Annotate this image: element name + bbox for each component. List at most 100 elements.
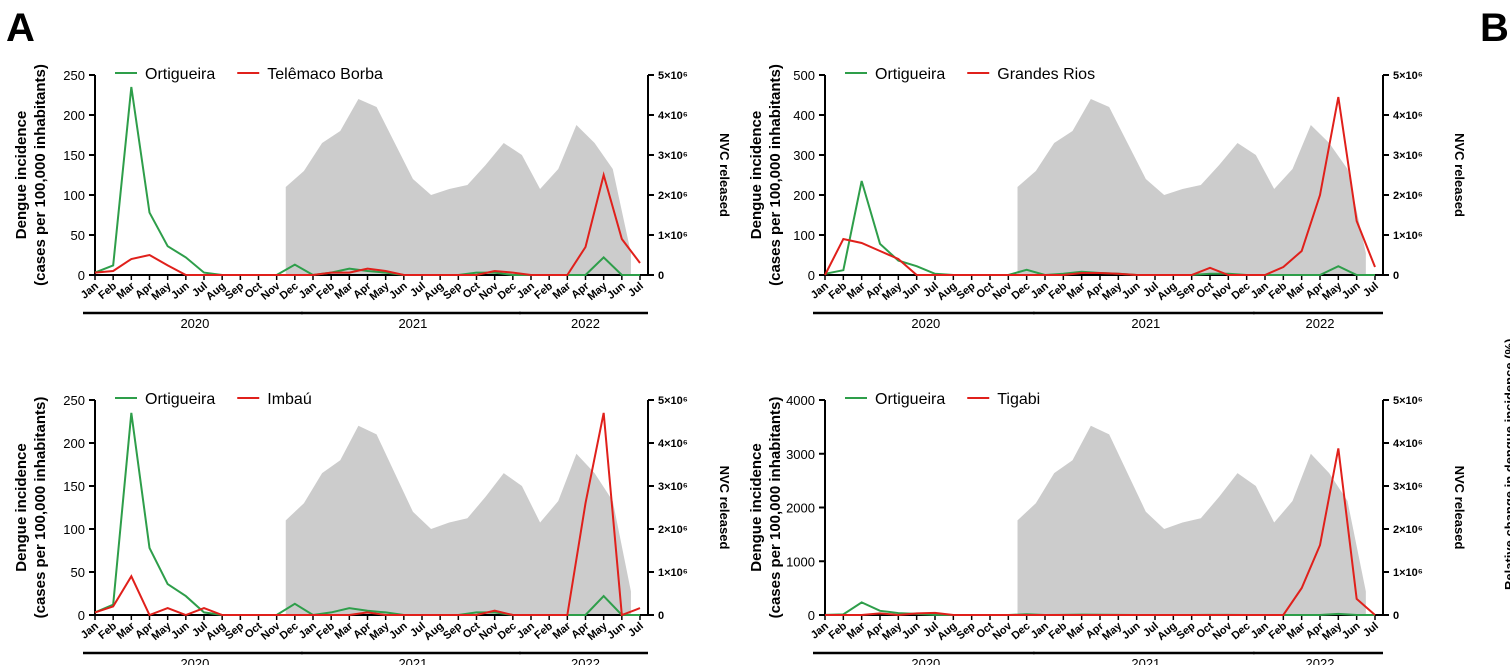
- x-tick-label-month: Jun: [387, 620, 410, 642]
- y-tick-label-left: 100: [63, 188, 85, 203]
- x-tick-label-month: Jun: [1340, 620, 1363, 642]
- y-axis-title-line1: Dengue incidence: [748, 443, 765, 571]
- y-tick-label-right: 3×10⁶: [1393, 150, 1423, 162]
- x-tick-label-month: Jun: [900, 280, 923, 302]
- legend-label-0: Ortigueira: [875, 391, 945, 408]
- x-tick-label-month: Jun: [605, 620, 628, 642]
- x-tick-label-month: Jun: [169, 620, 192, 642]
- y-tick-label-left: 250: [63, 393, 85, 408]
- y-tick-label-right: 3×10⁶: [658, 150, 688, 162]
- y-tick-label-left: 50: [71, 565, 85, 580]
- y-tick-label-left: 150: [63, 148, 85, 163]
- y-tick-label-left: 200: [63, 108, 85, 123]
- year-label: 2020: [911, 656, 940, 665]
- y-tick-label-right: 0: [658, 610, 664, 622]
- y-tick-label-right: 0: [1393, 270, 1399, 282]
- legend-label-1: Tigabi: [997, 391, 1040, 408]
- series-line-1: [94, 171, 641, 276]
- y-tick-label-right: 1×10⁶: [1393, 567, 1423, 579]
- x-tick-label-month: Jul: [626, 620, 646, 639]
- y-tick-label-left: 0: [808, 608, 815, 623]
- nvc-released-area: [1017, 425, 1366, 615]
- y-tick-label-right: 3×10⁶: [658, 481, 688, 493]
- y-tick-label-left: 100: [63, 522, 85, 537]
- nvc-released-area: [285, 99, 631, 275]
- legend-label-1: Imbaú: [267, 391, 311, 408]
- panel-b-side-label: Relative change in dengue incidence (%): [1502, 338, 1510, 590]
- y-axis-title-line2: (cases per 100,000 inhabitants): [32, 397, 49, 619]
- y-tick-label-right: 5×10⁶: [658, 395, 688, 407]
- y-tick-label-right: 4×10⁶: [658, 438, 688, 450]
- y-axis-title-line2: (cases per 100,000 inhabitants): [767, 397, 784, 619]
- y-tick-label-left: 200: [793, 188, 815, 203]
- y-tick-label-left: 100: [793, 228, 815, 243]
- year-label: 2022: [571, 656, 600, 665]
- x-tick-label-month: Jun: [900, 620, 923, 642]
- y-tick-label-left: 150: [63, 479, 85, 494]
- nvc-released-area: [285, 425, 631, 615]
- chart-imbau: 0 50 100 150 200 250 0 1×10⁶ 2×10⁶ 3×10⁶ 4×10⁶ 5×10…: [13, 391, 732, 665]
- year-label: 2021: [398, 656, 427, 665]
- year-label: 2021: [1131, 316, 1160, 330]
- y-axis-title-line1: Dengue incidence: [13, 111, 30, 239]
- year-label: 2020: [180, 656, 209, 665]
- y-tick-label-right: 2×10⁶: [658, 190, 688, 202]
- y-tick-label-left: 0: [78, 608, 85, 623]
- x-tick-label-month: Jun: [169, 280, 192, 302]
- y-tick-label-left: 2000: [786, 501, 815, 516]
- y-tick-label-left: 3000: [786, 447, 815, 462]
- y-tick-label-right: 0: [1393, 610, 1399, 622]
- y-tick-label-right: 1×10⁶: [658, 567, 688, 579]
- panel-b-side-label-clip: Relative change in dengue incidence (%): [1480, 140, 1510, 620]
- x-tick-label-month: Jul: [1361, 620, 1381, 639]
- y-tick-label-right: 5×10⁶: [658, 70, 688, 82]
- year-label: 2021: [398, 316, 427, 330]
- y-axis-title-line2: (cases per 100,000 inhabitants): [32, 64, 49, 286]
- legend-label-1: Grandes Rios: [997, 66, 1095, 83]
- y-tick-label-right: 3×10⁶: [1393, 481, 1423, 493]
- y-tick-label-right: 4×10⁶: [1393, 438, 1423, 450]
- y-tick-label-left: 400: [793, 108, 815, 123]
- series-line-1: [824, 96, 1376, 276]
- y-axis-title-line1: Dengue incidence: [748, 111, 765, 239]
- y-tick-label-right: 1×10⁶: [1393, 230, 1423, 242]
- y-tick-label-right: 4×10⁶: [658, 110, 688, 122]
- year-label: 2020: [180, 316, 209, 330]
- y-tick-label-left: 4000: [786, 393, 815, 408]
- y-tick-label-left: 500: [793, 68, 815, 83]
- y-tick-label-left: 1000: [786, 554, 815, 569]
- y-tick-label-right: 5×10⁶: [1393, 70, 1423, 82]
- y2-axis-title: NVC released: [717, 133, 732, 217]
- x-tick-label-month: Jun: [605, 280, 628, 302]
- year-label: 2020: [911, 316, 940, 330]
- y2-axis-title: NVC released: [1452, 466, 1467, 550]
- y-tick-label-left: 300: [793, 148, 815, 163]
- chart-telemaco-borba: 0 50 100 150 200 250 0 1×10⁶ 2×10⁶ 3×10⁶ 4×10⁶ 5×10…: [13, 64, 732, 330]
- nvc-released-area: [1017, 99, 1366, 275]
- chart-tigabi: 0 1000 2000 3000 4000 0 1×10⁶ 2×10⁶ 3×10⁶ 4×10⁶ 5×…: [748, 391, 1467, 665]
- x-tick-label-month: Jun: [1120, 280, 1143, 302]
- series-line-1: [825, 448, 1376, 617]
- y-tick-label-right: 2×10⁶: [658, 524, 688, 536]
- series-line-1: [94, 412, 641, 617]
- x-tick-label-month: Jun: [1120, 620, 1143, 642]
- y-axis-title-line2: (cases per 100,000 inhabitants): [767, 64, 784, 286]
- y2-axis-title: NVC released: [717, 466, 732, 550]
- panel-label-b: B: [1480, 6, 1509, 50]
- year-label: 2022: [1306, 656, 1335, 665]
- year-label: 2022: [1306, 316, 1335, 330]
- x-tick-label-month: Jun: [1340, 280, 1363, 302]
- y-tick-label-right: 2×10⁶: [1393, 190, 1423, 202]
- legend-label-1: Telêmaco Borba: [267, 66, 383, 83]
- y-tick-label-left: 0: [78, 268, 85, 283]
- y-tick-label-right: 5×10⁶: [1393, 395, 1423, 407]
- legend-label-0: Ortigueira: [875, 66, 945, 83]
- y2-axis-title: NVC released: [1452, 133, 1467, 217]
- x-tick-label-month: Jun: [387, 280, 410, 302]
- y-tick-label-left: 200: [63, 436, 85, 451]
- y-tick-label-right: 0: [658, 270, 664, 282]
- panel-label-a: A: [6, 6, 35, 50]
- y-tick-label-left: 0: [808, 268, 815, 283]
- chart-grandes-rios: 0 100 200 300 400 500 0 1×10⁶ 2×10⁶ 3×10⁶ 4×10⁶ 5×1…: [748, 64, 1467, 330]
- y-axis-title-line1: Dengue incidence: [13, 443, 30, 571]
